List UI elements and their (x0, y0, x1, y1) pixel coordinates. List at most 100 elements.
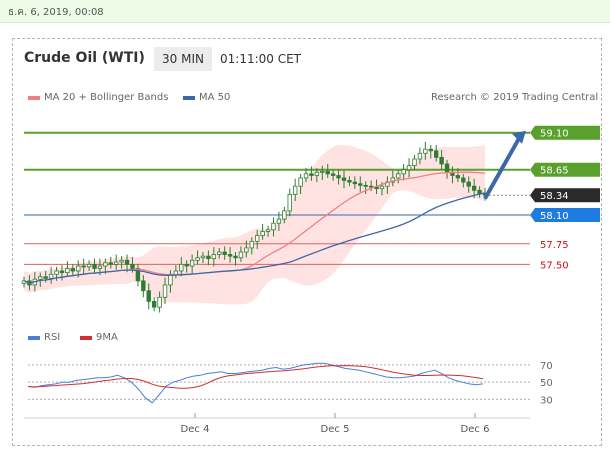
candle (184, 263, 189, 267)
candle (368, 185, 374, 188)
ma20-swatch (28, 96, 40, 100)
candle (471, 185, 477, 191)
candle (433, 150, 439, 158)
candle (211, 254, 217, 260)
candle (151, 301, 157, 308)
candle (227, 254, 233, 257)
candle (477, 189, 482, 195)
candle (417, 152, 423, 160)
timestamp: ธ.ค. 6, 2019, 00:08 (8, 7, 104, 18)
rsi-line (27, 362, 484, 404)
candle (292, 185, 298, 195)
rsi-swatch (28, 336, 40, 340)
candle (135, 268, 141, 282)
level-tag-bg-58.10 (530, 208, 600, 222)
candle (38, 276, 43, 280)
candle (200, 255, 206, 259)
rsi-legend: RSI (44, 332, 61, 343)
candle (97, 265, 103, 269)
candle (76, 265, 81, 272)
candle (374, 186, 379, 190)
candle (141, 280, 146, 292)
candle (406, 165, 412, 171)
candle (70, 268, 76, 272)
candle (461, 177, 466, 183)
candle (287, 194, 292, 212)
candle (298, 177, 303, 187)
candle (206, 255, 211, 260)
candle (412, 158, 417, 167)
candle (103, 262, 108, 267)
candle (444, 163, 450, 173)
candle (341, 177, 347, 181)
ma50-swatch (183, 96, 195, 100)
candle (303, 173, 309, 179)
credit-text: Research © 2019 Trading Central (431, 92, 599, 103)
candle (92, 263, 97, 269)
candle (265, 229, 271, 232)
candle (282, 210, 287, 220)
rsi-ma-line (27, 365, 484, 389)
candle (255, 235, 260, 242)
rsi-tick-label: 70 (540, 361, 553, 372)
candle (233, 255, 238, 259)
candle (157, 296, 162, 308)
candle (43, 276, 48, 279)
chart-frame (12, 38, 602, 446)
candle (54, 270, 59, 275)
candle (244, 247, 249, 253)
candle (363, 184, 368, 187)
x-tick-label: Dec 4 (181, 424, 210, 435)
candle (189, 259, 195, 267)
rsi-ma-swatch (80, 336, 92, 340)
chart-time: 01:11:00 CET (220, 52, 301, 66)
candle (260, 231, 265, 236)
candle (379, 185, 385, 190)
rsi-tick-label: 50 (540, 378, 553, 389)
candle (162, 284, 168, 298)
candle (179, 263, 184, 272)
level-tag-57.75: 57.75 (540, 240, 569, 251)
candle (86, 263, 92, 268)
x-tick-label: Dec 5 (321, 424, 350, 435)
candle (401, 169, 406, 175)
ma20-legend: MA 20 + Bollinger Bands (44, 92, 169, 103)
candle (336, 175, 341, 179)
level-tag-bg-58.65 (530, 162, 600, 177)
candle (81, 265, 86, 268)
timeframe-badge[interactable]: 30 MIN (154, 47, 212, 71)
candle (347, 180, 352, 183)
rsi-tick-label: 30 (540, 395, 553, 406)
candle (428, 148, 433, 152)
candle (195, 257, 200, 261)
level-tag-57.50: 57.50 (540, 260, 569, 271)
x-tick-label: Dec 6 (461, 424, 490, 435)
instrument-title: Crude Oil (WTI) (24, 50, 145, 66)
candle (65, 268, 70, 274)
candle (130, 263, 135, 269)
candle (314, 171, 320, 176)
candle (124, 259, 130, 265)
candle (320, 170, 325, 173)
candle (396, 173, 401, 179)
level-tag-58.65: 58.65 (540, 166, 569, 177)
ma50-line (23, 192, 486, 284)
candle (466, 181, 471, 187)
level-tag-59.10: 59.10 (540, 129, 569, 140)
candle (114, 261, 119, 265)
candle (439, 156, 444, 165)
forecast-arrow-head (512, 130, 526, 144)
candle (48, 273, 54, 279)
ma50-legend: MA 50 (199, 92, 231, 103)
candle (238, 251, 244, 259)
level-tag-bg-59.10 (530, 125, 600, 140)
candle (249, 240, 254, 249)
candle (173, 270, 179, 275)
timestamp-bar: ธ.ค. 6, 2019, 00:08 (0, 0, 610, 23)
candle (108, 262, 113, 265)
level-tag-58.34: 58.34 (540, 191, 569, 202)
level-tag-bg-58.34 (530, 188, 600, 203)
candle (423, 148, 428, 154)
candle (352, 181, 358, 185)
